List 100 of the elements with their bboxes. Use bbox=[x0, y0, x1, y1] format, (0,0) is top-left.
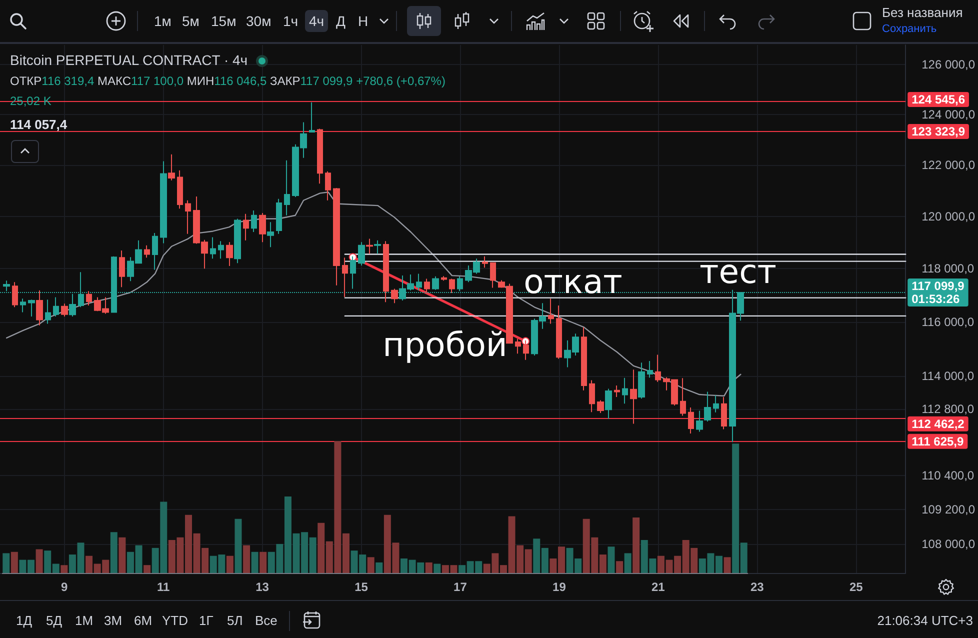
y-tick-label: 124 000,0 bbox=[922, 107, 976, 122]
ref-line-label: 112 462,2 bbox=[912, 416, 965, 431]
candlestick bbox=[515, 338, 521, 354]
candlestick bbox=[284, 160, 290, 216]
x-tick-label: 25 bbox=[849, 580, 864, 594]
candlestick bbox=[234, 218, 241, 264]
text: 5Л bbox=[227, 613, 243, 629]
text: 1ч bbox=[282, 12, 300, 30]
bar bbox=[368, 557, 375, 573]
candlestick bbox=[556, 305, 562, 360]
candlestick bbox=[680, 378, 686, 416]
bar bbox=[376, 562, 383, 573]
bar bbox=[252, 552, 259, 573]
annotation: тест bbox=[700, 252, 776, 291]
candlestick bbox=[490, 262, 496, 288]
candlestick bbox=[36, 290, 43, 326]
text: 6М bbox=[134, 613, 152, 629]
bar bbox=[724, 557, 732, 573]
text: 1м bbox=[153, 12, 172, 30]
bar bbox=[632, 518, 640, 573]
bar bbox=[608, 546, 616, 573]
candlestick bbox=[713, 394, 719, 413]
y-tick-label: 112 800,0 bbox=[922, 402, 974, 416]
bar bbox=[110, 532, 118, 573]
y-tick-label: 120 000,0 bbox=[922, 209, 976, 224]
candlestick bbox=[251, 210, 257, 232]
text: Без названия bbox=[882, 5, 963, 21]
candlestick bbox=[20, 298, 26, 313]
text: 1М bbox=[75, 613, 94, 629]
candlestick bbox=[482, 256, 488, 268]
candlestick bbox=[688, 406, 694, 434]
x-tick-label: 9 bbox=[60, 580, 68, 594]
candlestick bbox=[45, 299, 51, 324]
text: 15м bbox=[210, 12, 238, 30]
candlestick bbox=[638, 362, 645, 400]
y-tick-label: 109 200,0 bbox=[922, 502, 976, 517]
text: YTD bbox=[162, 613, 188, 629]
candlestick bbox=[696, 410, 703, 432]
bar bbox=[2, 553, 10, 573]
candlestick bbox=[218, 240, 224, 260]
ref-line-label: 117 099,9 01:53:26 bbox=[912, 278, 965, 306]
ref-line-label: 111 625,9 bbox=[912, 434, 964, 448]
bar bbox=[226, 556, 234, 573]
text: 1Г bbox=[199, 613, 214, 629]
candlestick bbox=[630, 369, 637, 424]
text: 5м bbox=[181, 12, 200, 30]
candlestick bbox=[655, 354, 661, 382]
annotation: откат bbox=[524, 262, 622, 301]
y-tick-label: 116 000,0 bbox=[922, 314, 974, 329]
candlestick bbox=[259, 212, 266, 243]
candlestick bbox=[457, 276, 463, 292]
candlestick bbox=[441, 276, 447, 282]
text: Д bbox=[335, 12, 346, 30]
candlestick bbox=[267, 222, 274, 248]
y-tick-label: 114 000,0 bbox=[922, 368, 974, 383]
text: 30м bbox=[245, 12, 272, 30]
candlestick bbox=[449, 278, 455, 294]
y-tick-label: 108 000,0 bbox=[922, 537, 976, 552]
candlestick bbox=[276, 198, 282, 234]
candlestick bbox=[317, 128, 323, 184]
ref-line-label: 123 323,9 bbox=[912, 124, 966, 138]
bar bbox=[118, 537, 126, 573]
ref-line-label: 124 545,6 bbox=[912, 92, 966, 106]
candlestick bbox=[61, 303, 68, 317]
text: 1Д bbox=[16, 613, 32, 629]
candlestick bbox=[704, 391, 711, 422]
candlestick bbox=[614, 384, 620, 398]
candlestick bbox=[86, 290, 92, 306]
bar bbox=[243, 545, 250, 573]
bar bbox=[235, 518, 242, 573]
annotation: пробой bbox=[382, 325, 508, 364]
candlestick bbox=[243, 213, 249, 241]
candlestick bbox=[374, 240, 381, 254]
text: 4ч bbox=[305, 10, 328, 32]
x-tick-label: 17 bbox=[454, 580, 468, 594]
candlestick bbox=[185, 200, 191, 234]
bar bbox=[434, 564, 441, 573]
candlestick bbox=[605, 388, 612, 420]
candlestick bbox=[333, 188, 340, 286]
text: 3М bbox=[104, 613, 122, 629]
text: 5Д bbox=[46, 613, 62, 629]
bar bbox=[624, 553, 632, 573]
candlestick bbox=[168, 154, 175, 181]
y-tick-label: 126 000,0 bbox=[922, 58, 976, 72]
text: Bitcoin PERPETUAL CONTRACT · 4ч bbox=[10, 52, 248, 68]
text: Н bbox=[357, 12, 370, 30]
candlestick bbox=[325, 170, 331, 201]
bar bbox=[616, 561, 624, 573]
candlestick bbox=[548, 298, 554, 324]
candlestick bbox=[144, 244, 150, 258]
bar bbox=[11, 552, 18, 573]
x-tick-label: 19 bbox=[552, 580, 566, 594]
candlestick bbox=[28, 299, 35, 317]
candlestick bbox=[226, 242, 233, 267]
candlestick bbox=[383, 240, 389, 303]
candlestick bbox=[721, 396, 727, 430]
bar bbox=[426, 562, 433, 573]
candlestick bbox=[12, 282, 18, 308]
y-tick-label: 122 000,0 bbox=[922, 158, 976, 172]
y-tick-label: 110 400,0 bbox=[922, 468, 974, 483]
